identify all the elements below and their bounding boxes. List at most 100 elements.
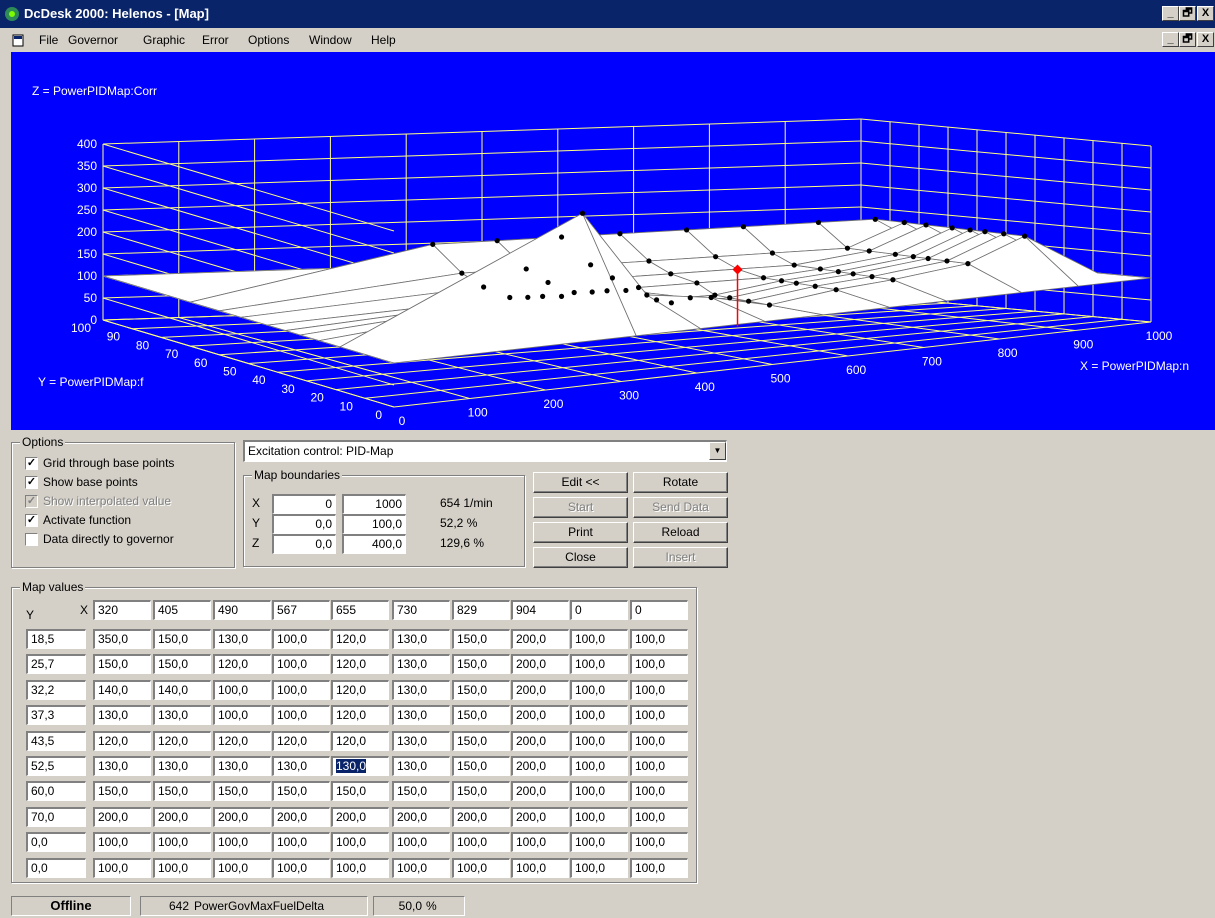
- map-cell-input[interactable]: 120,0: [331, 679, 389, 700]
- map-cell-input[interactable]: 200,0: [511, 629, 569, 649]
- menu-file[interactable]: File: [39, 33, 59, 47]
- boundary-max-input[interactable]: 100,0: [342, 514, 406, 534]
- map-cell-input[interactable]: 100,0: [452, 857, 510, 878]
- map-cell-input[interactable]: 150,0: [452, 629, 510, 649]
- map-cell-input[interactable]: 100,0: [272, 654, 330, 675]
- map-surface-chart[interactable]: 4003503002502001501005001009080706050403…: [11, 52, 1215, 430]
- map-cell-input[interactable]: 150,0: [452, 730, 510, 751]
- map-cell-input[interactable]: 200,0: [93, 806, 151, 827]
- y-value-input[interactable]: 0,0: [26, 832, 86, 853]
- map-cell-input[interactable]: 150,0: [153, 654, 211, 675]
- insert-button[interactable]: Insert: [633, 547, 728, 568]
- map-cell-input[interactable]: 100,0: [213, 679, 271, 700]
- map-cell-input[interactable]: 150,0: [452, 781, 510, 802]
- map-cell-input[interactable]: 200,0: [213, 806, 271, 827]
- map-cell-input[interactable]: 100,0: [630, 629, 688, 649]
- minimize-button[interactable]: _: [1162, 6, 1179, 21]
- map-cell-input[interactable]: 150,0: [153, 781, 211, 802]
- map-cell-input[interactable]: 350,0: [93, 629, 151, 649]
- map-cell-input[interactable]: 100,0: [452, 832, 510, 853]
- map-cell-input[interactable]: 150,0: [213, 781, 271, 802]
- map-cell-input[interactable]: 150,0: [272, 781, 330, 802]
- rotate-button[interactable]: Rotate: [633, 472, 728, 493]
- x-value-input[interactable]: 567: [272, 600, 330, 620]
- map-cell-input[interactable]: 130,0: [331, 756, 389, 776]
- map-cell-input[interactable]: 130,0: [272, 756, 330, 776]
- map-cell-input[interactable]: 130,0: [153, 756, 211, 776]
- map-cell-input[interactable]: 100,0: [153, 832, 211, 853]
- map-cell-input[interactable]: 140,0: [153, 679, 211, 700]
- map-cell-input[interactable]: 100,0: [570, 756, 628, 776]
- map-cell-input[interactable]: 100,0: [213, 857, 271, 878]
- map-cell-input[interactable]: 100,0: [272, 832, 330, 853]
- boundary-max-input[interactable]: 400,0: [342, 534, 406, 554]
- map-cell-input[interactable]: 100,0: [570, 629, 628, 649]
- boundary-max-input[interactable]: 1000: [342, 494, 406, 514]
- map-cell-input[interactable]: 100,0: [630, 679, 688, 700]
- map-cell-input[interactable]: 120,0: [93, 730, 151, 751]
- map-cell-input[interactable]: 100,0: [570, 679, 628, 700]
- menu-window[interactable]: Window: [309, 33, 352, 47]
- map-cell-input[interactable]: 120,0: [213, 654, 271, 675]
- map-cell-input[interactable]: 100,0: [331, 857, 389, 878]
- y-value-input[interactable]: 52,5: [26, 756, 86, 776]
- map-cell-input[interactable]: 150,0: [153, 629, 211, 649]
- map-cell-input[interactable]: 200,0: [392, 806, 450, 827]
- map-cell-input[interactable]: 140,0: [93, 679, 151, 700]
- close-button[interactable]: Close: [533, 547, 628, 568]
- send-data-button[interactable]: Send Data: [633, 497, 728, 518]
- map-cell-input[interactable]: 200,0: [452, 806, 510, 827]
- restore-button[interactable]: 🗗: [1179, 6, 1196, 21]
- map-select[interactable]: Excitation control: PID-Map ▼: [243, 440, 727, 462]
- map-cell-input[interactable]: 150,0: [331, 781, 389, 802]
- boundary-min-input[interactable]: 0,0: [272, 514, 336, 534]
- map-cell-input[interactable]: 200,0: [511, 705, 569, 726]
- map-cell-input[interactable]: 100,0: [570, 781, 628, 802]
- map-cell-input[interactable]: 100,0: [272, 679, 330, 700]
- map-cell-input[interactable]: 200,0: [511, 654, 569, 675]
- map-cell-input[interactable]: 100,0: [392, 857, 450, 878]
- y-value-input[interactable]: 0,0: [26, 857, 86, 878]
- map-cell-input[interactable]: 130,0: [153, 705, 211, 726]
- map-cell-input[interactable]: 200,0: [511, 730, 569, 751]
- map-cell-input[interactable]: 150,0: [392, 781, 450, 802]
- menu-governor[interactable]: Governor: [68, 33, 119, 47]
- map-cell-input[interactable]: 100,0: [630, 654, 688, 675]
- map-cell-input[interactable]: 100,0: [93, 832, 151, 853]
- mdi-restore-button[interactable]: 🗗: [1179, 32, 1196, 47]
- mdi-minimize-button[interactable]: _: [1162, 32, 1179, 47]
- map-cell-input[interactable]: 150,0: [452, 654, 510, 675]
- start-button[interactable]: Start: [533, 497, 628, 518]
- y-value-input[interactable]: 43,5: [26, 730, 86, 751]
- map-cell-input[interactable]: 100,0: [630, 832, 688, 853]
- map-cell-input[interactable]: 100,0: [570, 730, 628, 751]
- x-value-input[interactable]: 0: [570, 600, 628, 620]
- x-value-input[interactable]: 0: [630, 600, 688, 620]
- map-cell-input[interactable]: 200,0: [511, 806, 569, 827]
- map-cell-input[interactable]: 100,0: [570, 705, 628, 726]
- checkbox-checked-icon[interactable]: ✓: [25, 514, 38, 527]
- map-cell-input[interactable]: 120,0: [213, 730, 271, 751]
- y-value-input[interactable]: 70,0: [26, 806, 86, 827]
- x-value-input[interactable]: 490: [213, 600, 271, 620]
- map-cell-input[interactable]: 100,0: [630, 730, 688, 751]
- map-3d-plot[interactable]: 400 350 300 250 200 150 100 50 0 100 90 80 70 60 50 40 3…: [11, 52, 1215, 430]
- map-cell-input[interactable]: 100,0: [93, 857, 151, 878]
- map-cell-input[interactable]: 130,0: [392, 756, 450, 776]
- y-value-input[interactable]: 37,3: [26, 705, 86, 726]
- map-cell-input[interactable]: 100,0: [511, 857, 569, 878]
- map-cell-input[interactable]: 100,0: [630, 857, 688, 878]
- map-cell-input[interactable]: 100,0: [630, 781, 688, 802]
- map-cell-input[interactable]: 100,0: [213, 705, 271, 726]
- map-cell-input[interactable]: 100,0: [570, 857, 628, 878]
- reload-button[interactable]: Reload: [633, 522, 728, 543]
- map-cell-input[interactable]: 100,0: [392, 832, 450, 853]
- document-icon[interactable]: [12, 34, 26, 47]
- menu-help[interactable]: Help: [371, 33, 396, 47]
- map-cell-input[interactable]: 200,0: [331, 806, 389, 827]
- map-cell-input[interactable]: 150,0: [452, 705, 510, 726]
- map-cell-input[interactable]: 100,0: [153, 857, 211, 878]
- map-cell-input[interactable]: 100,0: [630, 806, 688, 827]
- map-cell-input[interactable]: 100,0: [630, 705, 688, 726]
- map-cell-input[interactable]: 200,0: [511, 679, 569, 700]
